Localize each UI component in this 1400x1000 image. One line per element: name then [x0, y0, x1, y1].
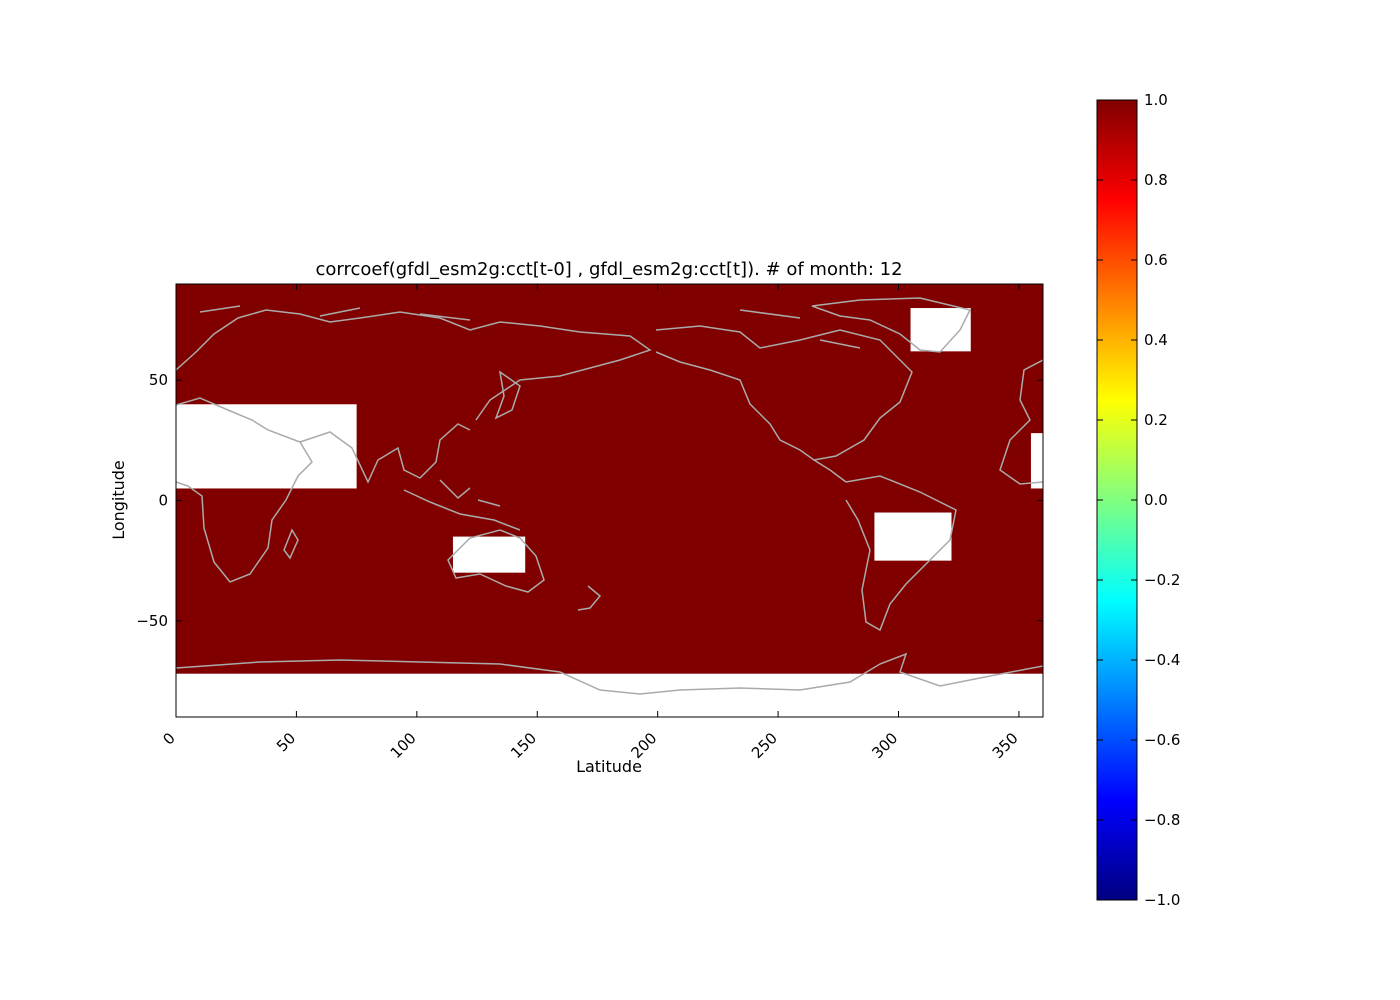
coastline-north-america [655, 325, 913, 461]
colorbar-tick-label: −0.8 [1144, 811, 1180, 829]
x-axis-label: Latitude [576, 757, 642, 776]
missing-region-antarctica [176, 673, 1043, 717]
y-tick-label: 50 [149, 371, 168, 389]
coastline-africa [176, 397, 313, 583]
x-tick-label: 250 [748, 729, 781, 762]
colorbar-tick-label: −0.4 [1144, 651, 1180, 669]
coastline-central-america [813, 459, 847, 483]
coastlines [176, 297, 1043, 695]
x-tick-label: 0 [159, 729, 178, 748]
colorbar-tick-label: 0.4 [1144, 331, 1168, 349]
coastline-antarctica [176, 652, 1043, 695]
coastline-asia-south [299, 423, 471, 484]
coastline-madagascar [283, 528, 299, 560]
colorbar: 1.0 0.8 0.6 0.4 0.2 0.0 −0.2 −0.4 −0.6 −0.8 −1.0 [1096, 91, 1180, 909]
colorbar-tick-label: −0.2 [1144, 571, 1180, 589]
missing-region-sahara-east-edge [1030, 433, 1043, 489]
missing-value-regions [176, 308, 1043, 717]
coastline-new-zealand [577, 585, 602, 611]
correlation-field [176, 284, 1043, 717]
colorbar-gradient [1096, 99, 1138, 901]
colorbar-tick-label: 0.0 [1144, 491, 1168, 509]
missing-region-south-america-interior [874, 512, 952, 561]
x-tick-label: 350 [989, 729, 1022, 762]
coastline-indonesia [403, 479, 521, 531]
colorbar-tick-label: 0.8 [1144, 171, 1168, 189]
coastline-eurasia-north [176, 309, 652, 421]
map-plot [176, 284, 1043, 717]
colorbar-tick-label: 0.2 [1144, 411, 1168, 429]
x-tick-label: 50 [273, 729, 299, 755]
y-tick-label: 0 [158, 492, 168, 510]
y-tick-label: −50 [136, 612, 168, 630]
colorbar-tick-label: −0.6 [1144, 731, 1180, 749]
coastline-australia [447, 529, 545, 593]
missing-region-australia-interior [452, 536, 526, 573]
x-tick-label: 300 [868, 729, 901, 762]
coastline-greenland [811, 297, 972, 353]
colorbar-tick-label: −1.0 [1144, 891, 1180, 909]
x-tick-label: 150 [507, 729, 540, 762]
chart-title: corrcoef(gfdl_esm2g:cct[t-0] , gfdl_esm2… [315, 259, 902, 280]
coastline-europe-wrap [999, 359, 1043, 485]
colorbar-tick-label: 0.6 [1144, 251, 1168, 269]
y-axis: 50 0 −50 [136, 371, 1043, 630]
coastline-south-america [845, 475, 957, 632]
x-tick-label: 100 [387, 729, 420, 762]
coastline-japan [494, 370, 521, 420]
colorbar-ticks: 1.0 0.8 0.6 0.4 0.2 0.0 −0.2 −0.4 −0.6 −0.8 −1.0 [1097, 91, 1180, 909]
y-axis-label: Longitude [109, 460, 128, 540]
colorbar-tick-label: 1.0 [1144, 91, 1168, 109]
coastline-arctic-islands [199, 305, 861, 349]
missing-region-greenland [910, 308, 971, 352]
missing-region-sahara-arabia [176, 404, 357, 489]
